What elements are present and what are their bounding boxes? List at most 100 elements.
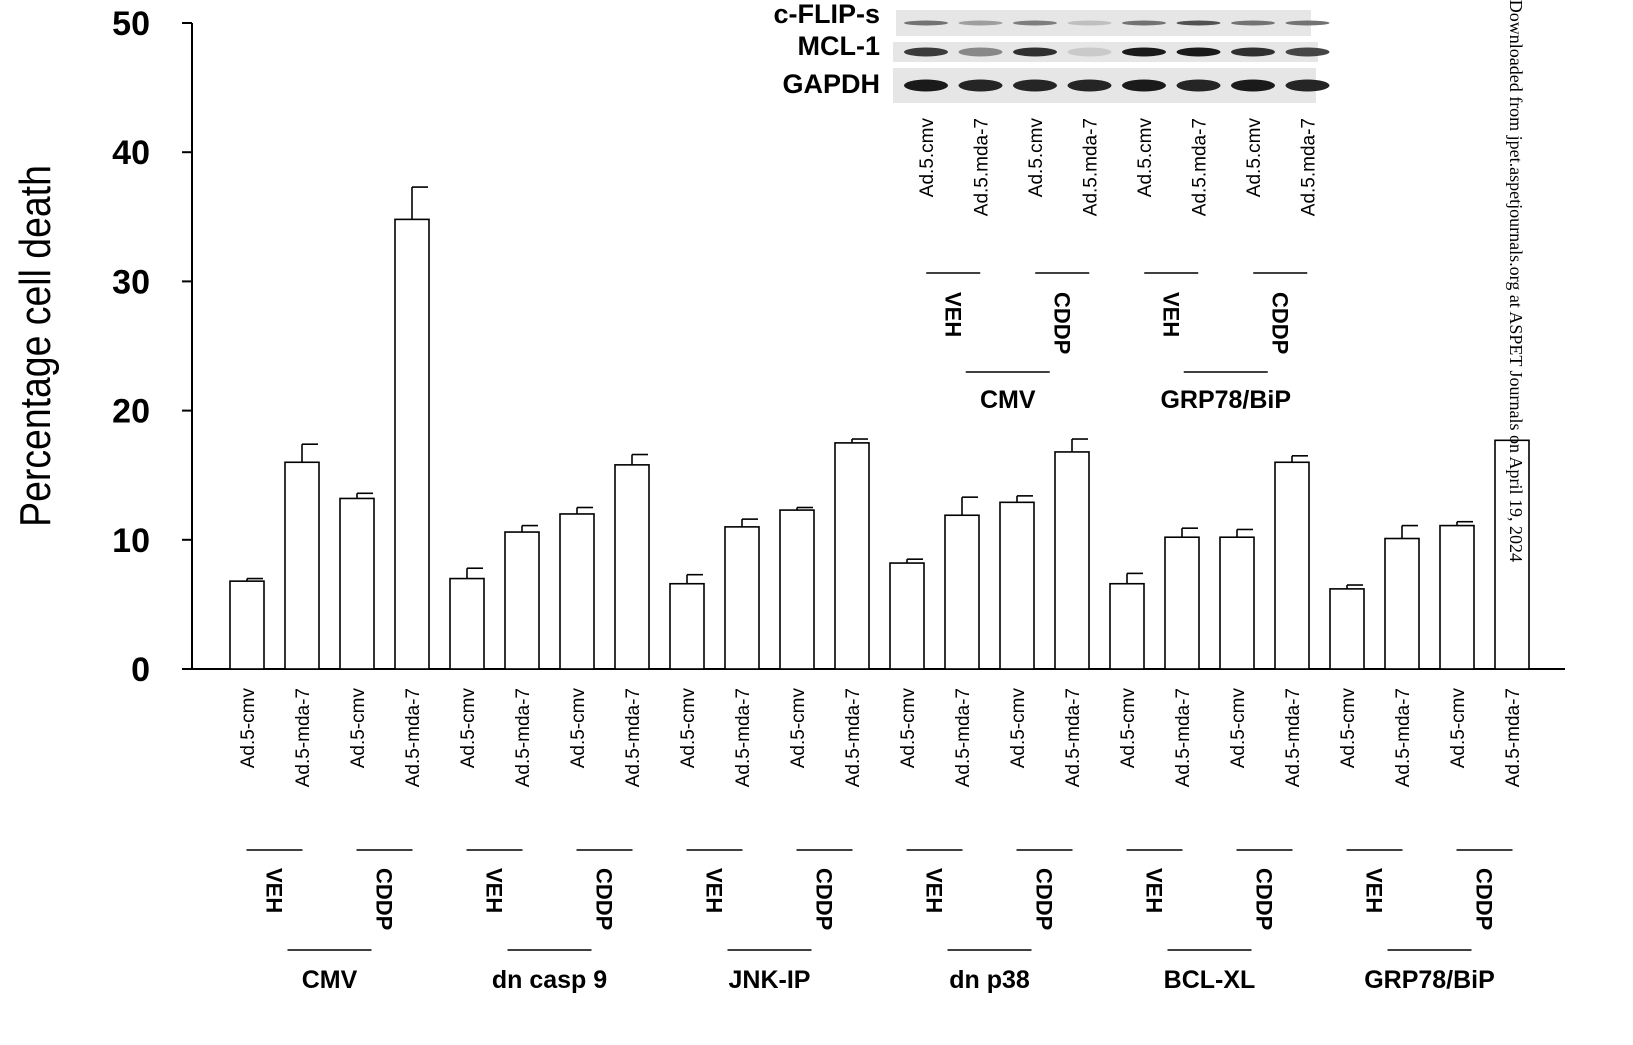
blot-band (1122, 20, 1166, 26)
inset-lane-label: Ad.5.mda-7 (972, 118, 993, 216)
x-category-label: Ad.5-cmv (1228, 688, 1249, 769)
inset-lane-label: Ad.5.mda-7 (1299, 118, 1320, 216)
inset-lane-label: Ad.5.cmv (1244, 118, 1265, 198)
group-label: dn p38 (949, 966, 1030, 994)
x-category-label: Ad.5-cmv (238, 688, 259, 769)
bar (1164, 536, 1200, 670)
bar (779, 509, 815, 670)
subgroup-label: CDDP (1032, 868, 1057, 930)
group-label: JNK-IP (729, 966, 811, 994)
bar (339, 497, 375, 670)
x-category-label: Ad.5-mda-7 (1283, 688, 1304, 787)
blot-band (1013, 20, 1057, 26)
y-tick-label: 20 (112, 393, 150, 431)
blot-band (1067, 20, 1112, 26)
x-category-labels: Ad.5-cmv Ad.5-mda-7 Ad.5-cmv Ad.5-mda-7 Ad.5… (238, 688, 1524, 994)
inset-lane-label: Ad.5.mda-7 (1081, 118, 1102, 216)
subgroup-label: VEH (482, 868, 507, 913)
bar (614, 464, 650, 670)
bar (889, 562, 925, 670)
blot-band (904, 79, 948, 92)
x-category-label: Ad.5-cmv (458, 688, 479, 769)
inset-subgroup-label: VEH (1158, 292, 1183, 337)
bar (1439, 524, 1475, 670)
blot-band (1013, 47, 1057, 57)
bar (999, 501, 1035, 670)
axes: 0 10 20 30 40 50 Percentage cell death (10, 5, 1565, 689)
bar (559, 513, 595, 670)
bar (724, 526, 760, 670)
blot-band (1231, 20, 1275, 26)
x-category-label: Ad.5-mda-7 (1393, 688, 1414, 787)
bar (394, 218, 430, 670)
inset-subgroup-label: VEH (940, 292, 965, 337)
bar (1384, 537, 1420, 670)
blot-band (958, 20, 1003, 26)
subgroup-label: CDDP (372, 868, 397, 930)
bar (944, 514, 980, 670)
y-tick-label: 10 (112, 522, 150, 560)
blot-band (1067, 79, 1112, 92)
blot-band (958, 79, 1003, 92)
subgroup-label: VEH (1362, 868, 1387, 913)
x-category-label: Ad.5-mda-7 (293, 688, 314, 787)
bar (229, 580, 265, 670)
blot-band (1067, 47, 1112, 57)
blot-band (1285, 79, 1330, 92)
bar (669, 582, 705, 670)
group-label: CMV (302, 966, 358, 994)
y-tick-label: 30 (112, 263, 150, 301)
x-category-label: Ad.5-cmv (898, 688, 919, 769)
inset-subgroup-label: CDDP (1049, 292, 1074, 354)
subgroup-label: VEH (922, 868, 947, 913)
blot-label: c-FLIP-s (773, 0, 880, 29)
inset-lane-label: Ad.5.cmv (1026, 118, 1047, 198)
subgroup-label: VEH (262, 868, 287, 913)
bar (1494, 439, 1530, 670)
blot-label: GAPDH (782, 69, 880, 99)
subgroup-label: VEH (1142, 868, 1167, 913)
x-category-label: Ad.5-mda-7 (1063, 688, 1084, 787)
bar (1109, 582, 1145, 670)
x-category-label: Ad.5-mda-7 (1503, 688, 1524, 787)
subgroup-label: CDDP (592, 868, 617, 930)
bar (1329, 588, 1365, 670)
x-category-label: Ad.5-mda-7 (953, 688, 974, 787)
blot-band (1176, 47, 1221, 57)
bar (449, 577, 485, 670)
x-category-label: Ad.5-cmv (1338, 688, 1359, 769)
subgroup-label: CDDP (1472, 868, 1497, 930)
x-category-label: Ad.5-cmv (348, 688, 369, 769)
inset-group-label: CMV (980, 386, 1036, 414)
blot-band (1176, 20, 1221, 26)
group-label: BCL-XL (1164, 966, 1256, 994)
blot-band (1285, 47, 1330, 57)
x-category-label: Ad.5-mda-7 (513, 688, 534, 787)
watermark-text: Downloaded from jpet.aspetjournals.org a… (1506, 0, 1526, 562)
blot-band (1122, 79, 1166, 92)
x-category-label: Ad.5-mda-7 (403, 688, 424, 787)
subgroup-label: CDDP (812, 868, 837, 930)
x-category-label: Ad.5-cmv (788, 688, 809, 769)
bar (504, 531, 540, 670)
subgroup-label: CDDP (1252, 868, 1277, 930)
inset-subgroup-label: CDDP (1267, 292, 1292, 354)
inset-lane-label: Ad.5.mda-7 (1190, 118, 1211, 216)
subgroup-label: VEH (702, 868, 727, 913)
x-category-label: Ad.5-cmv (678, 688, 699, 769)
y-tick-label: 50 (112, 5, 150, 43)
blot-band (1231, 79, 1275, 92)
blot-band (904, 47, 948, 57)
x-category-label: Ad.5-mda-7 (1173, 688, 1194, 787)
x-category-label: Ad.5-mda-7 (733, 688, 754, 787)
x-category-label: Ad.5-cmv (568, 688, 589, 769)
y-tick-label: 0 (131, 651, 150, 689)
inset-group-label: GRP78/BiP (1160, 386, 1291, 414)
blot-label: MCL-1 (798, 31, 881, 61)
bar (284, 461, 320, 670)
bars (229, 186, 1530, 670)
group-label: dn casp 9 (492, 966, 607, 994)
x-category-label: Ad.5-mda-7 (843, 688, 864, 787)
